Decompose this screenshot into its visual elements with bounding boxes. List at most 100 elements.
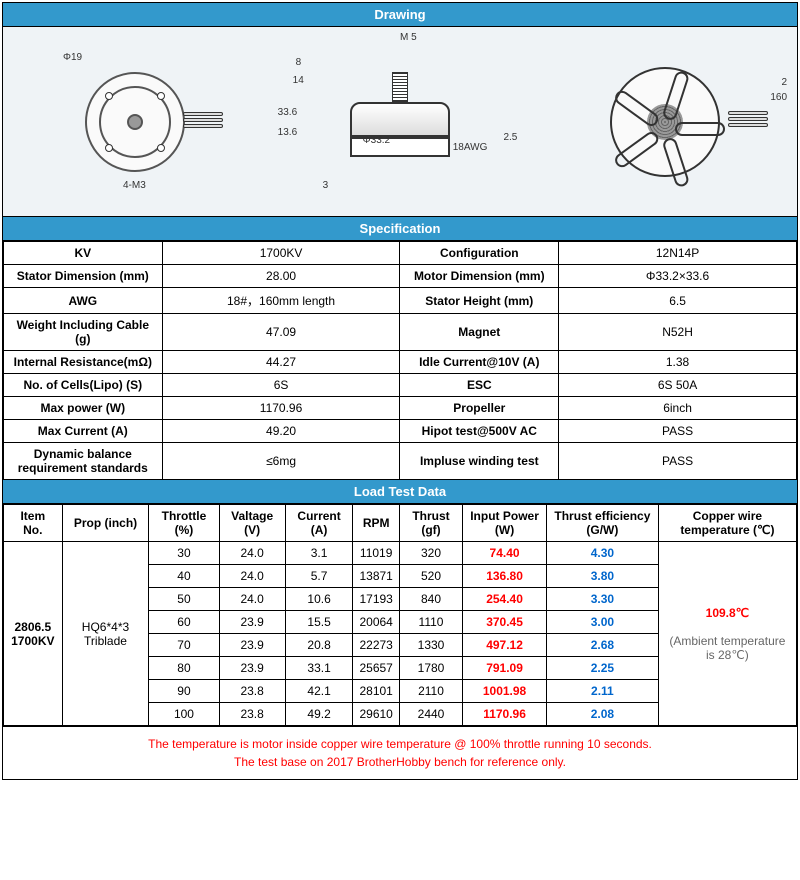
load-cell: 28101 (353, 680, 399, 703)
dim-h136: 13.6 (278, 127, 297, 138)
load-table: Item No.Prop (inch)Throttle (%)Valtage (… (3, 504, 797, 726)
load-cell: 23.9 (219, 634, 285, 657)
load-cell: 2.68 (546, 634, 658, 657)
load-cell: 10.6 (285, 588, 353, 611)
load-header-cell: Prop (inch) (62, 505, 149, 542)
spec-value: PASS (559, 443, 797, 480)
load-row: 2806.51700KVHQ6*4*3 Triblade3024.03.1110… (4, 542, 797, 565)
load-cell: 1330 (399, 634, 462, 657)
load-cell: 60 (149, 611, 219, 634)
load-cell: 20064 (353, 611, 399, 634)
load-cell: 2.11 (546, 680, 658, 703)
drawing-front: Φ19 4-M3 (3, 27, 268, 216)
dim-awg18: 18AWG (453, 142, 488, 153)
load-cell: 25657 (353, 657, 399, 680)
load-temperature: 109.8℃(Ambient temperature is 28℃) (658, 542, 796, 726)
load-cell: 13871 (353, 565, 399, 588)
spec-row: KV1700KVConfiguration12N14P (4, 242, 797, 265)
load-header-cell: Input Power (W) (463, 505, 547, 542)
dim-l160: 160 (770, 92, 787, 103)
spec-value: 1700KV (162, 242, 400, 265)
spec-row: Weight Including Cable (g)47.09MagnetN52… (4, 314, 797, 351)
drawing-header: Drawing (3, 3, 797, 27)
load-cell: 1001.98 (463, 680, 547, 703)
load-cell: 70 (149, 634, 219, 657)
load-cell: 3.1 (285, 542, 353, 565)
load-cell: 2440 (399, 703, 462, 726)
load-cell: 3.30 (546, 588, 658, 611)
spec-value: Φ33.2×33.6 (559, 265, 797, 288)
spec-row: AWG18#，160mm lengthStator Height (mm)6.5 (4, 288, 797, 314)
spec-value: 6.5 (559, 288, 797, 314)
load-cell: 24.0 (219, 588, 285, 611)
motor-side-view (330, 72, 470, 172)
spec-row: No. of Cells(Lipo) (S)6SESC6S 50A (4, 374, 797, 397)
load-cell: 2.25 (546, 657, 658, 680)
load-cell: 370.45 (463, 611, 547, 634)
spec-label: Hipot test@500V AC (400, 420, 559, 443)
load-cell: 30 (149, 542, 219, 565)
spec-label: Max power (W) (4, 397, 163, 420)
spec-value: 28.00 (162, 265, 400, 288)
spec-label: Stator Height (mm) (400, 288, 559, 314)
drawing-side: M 5 8 14 33.6 13.6 Φ33.2 18AWG 2.5 3 (268, 27, 533, 216)
motor-top-view (610, 67, 720, 177)
load-cell: 3.80 (546, 565, 658, 588)
drawing-area: Φ19 4-M3 M 5 8 14 33.6 13.6 Φ33.2 18AWG … (3, 27, 797, 217)
drawing-top: 2 160 (532, 27, 797, 216)
load-header-cell: Thrust efficiency (G/W) (546, 505, 658, 542)
load-header-cell: Valtage (V) (219, 505, 285, 542)
motor-front-view (85, 72, 185, 172)
footnote-line1: The temperature is motor inside copper w… (148, 737, 652, 751)
spec-table: KV1700KVConfiguration12N14PStator Dimens… (3, 241, 797, 480)
load-cell: 1110 (399, 611, 462, 634)
load-cell: 2110 (399, 680, 462, 703)
load-cell: 23.8 (219, 703, 285, 726)
load-cell: 20.8 (285, 634, 353, 657)
load-cell: 5.7 (285, 565, 353, 588)
spec-label: Propeller (400, 397, 559, 420)
dim-l25: 2.5 (503, 132, 517, 143)
spec-value: 44.27 (162, 351, 400, 374)
load-header: Load Test Data (3, 480, 797, 504)
load-cell: 29610 (353, 703, 399, 726)
spec-value: N52H (559, 314, 797, 351)
load-header-cell: Item No. (4, 505, 63, 542)
load-cell: 50 (149, 588, 219, 611)
load-cell: 40 (149, 565, 219, 588)
load-header-cell: Throttle (%) (149, 505, 219, 542)
load-prop: HQ6*4*3 Triblade (62, 542, 149, 726)
dim-l3: 3 (323, 180, 329, 191)
load-header-cell: Current (A) (285, 505, 353, 542)
dim-h336: 33.6 (278, 107, 297, 118)
spec-value: 1170.96 (162, 397, 400, 420)
load-cell: 1780 (399, 657, 462, 680)
load-cell: 320 (399, 542, 462, 565)
spec-label: Internal Resistance(mΩ) (4, 351, 163, 374)
spec-label: Configuration (400, 242, 559, 265)
load-cell: 254.40 (463, 588, 547, 611)
load-cell: 2.08 (546, 703, 658, 726)
spec-label: Magnet (400, 314, 559, 351)
spec-label: Idle Current@10V (A) (400, 351, 559, 374)
dim-h8: 8 (296, 57, 302, 68)
spec-label: Motor Dimension (mm) (400, 265, 559, 288)
spec-label: Stator Dimension (mm) (4, 265, 163, 288)
load-cell: 497.12 (463, 634, 547, 657)
load-cell: 23.9 (219, 657, 285, 680)
spec-value: 1.38 (559, 351, 797, 374)
load-cell: 49.2 (285, 703, 353, 726)
load-header-cell: RPM (353, 505, 399, 542)
load-cell: 100 (149, 703, 219, 726)
dim-m3: 4-M3 (123, 180, 146, 191)
load-cell: 520 (399, 565, 462, 588)
load-cell: 22273 (353, 634, 399, 657)
footnote: The temperature is motor inside copper w… (3, 726, 797, 779)
load-item-no: 2806.51700KV (4, 542, 63, 726)
load-cell: 4.30 (546, 542, 658, 565)
load-header-cell: Copper wire temperature (℃) (658, 505, 796, 542)
load-cell: 15.5 (285, 611, 353, 634)
spec-label: Weight Including Cable (g) (4, 314, 163, 351)
spec-value: 18#，160mm length (162, 288, 400, 314)
load-cell: 90 (149, 680, 219, 703)
